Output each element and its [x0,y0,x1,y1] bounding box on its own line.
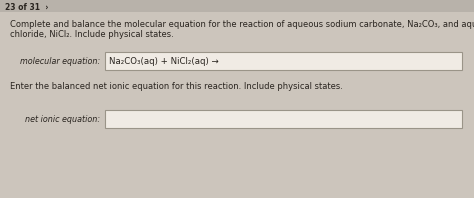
Text: molecular equation:: molecular equation: [20,56,100,66]
Text: 23 of 31  ›: 23 of 31 › [5,3,48,11]
FancyBboxPatch shape [105,110,462,128]
FancyBboxPatch shape [105,52,462,70]
Text: Complete and balance the molecular equation for the reaction of aqueous sodium c: Complete and balance the molecular equat… [10,20,474,29]
Text: chloride, NiCl₂. Include physical states.: chloride, NiCl₂. Include physical states… [10,30,174,39]
Text: Enter the balanced net ionic equation for this reaction. Include physical states: Enter the balanced net ionic equation fo… [10,82,343,91]
Bar [0,0,474,12]
Text: net ionic equation:: net ionic equation: [25,114,100,124]
Text: Na₂CO₃(aq) + NiCl₂(aq) →: Na₂CO₃(aq) + NiCl₂(aq) → [109,56,219,66]
